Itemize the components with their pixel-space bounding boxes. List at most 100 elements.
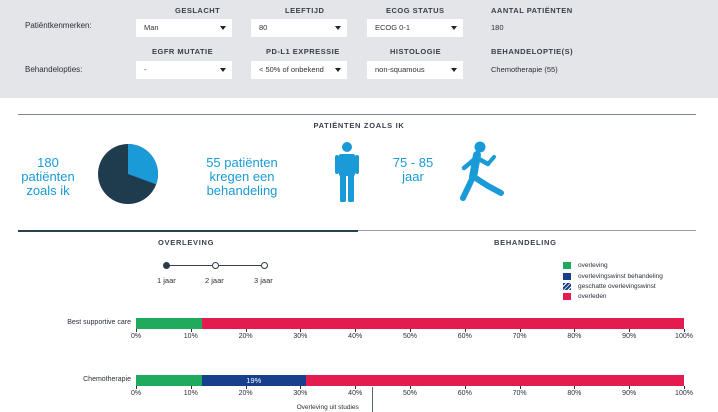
year-label-3[interactable]: 3 jaar: [254, 276, 273, 285]
x-tick-mark: [464, 386, 466, 389]
person-walking-icon: [460, 141, 504, 201]
leeftijd-heading: LEEFTIJD: [285, 6, 325, 15]
x-tick-mark: [410, 386, 411, 389]
treated-line-2: kregen een: [209, 169, 275, 184]
legend-swatch-winst: [563, 273, 571, 280]
chevron-down-icon: [451, 68, 457, 72]
age-range: 75 - 85: [392, 155, 434, 170]
count-line-3: zoals ik: [26, 183, 70, 198]
bar-segment-overlevingswinst-behandeling: [201, 375, 306, 386]
x-tick-label: 60%: [457, 390, 472, 397]
x-tick-mark: [684, 329, 685, 332]
behandeloptie-value: Chemotherapie (55): [491, 65, 558, 74]
bar-segment-overleving: [136, 375, 202, 386]
ecog-heading: ECOG STATUS: [386, 6, 445, 15]
histologie-select[interactable]: non-squamous: [367, 61, 463, 79]
chevron-down-icon: [335, 26, 341, 30]
legend-swatch-overleving: [563, 262, 571, 269]
treatment-options-label: Behandelopties:: [25, 65, 83, 74]
count-line-2: patiënten: [21, 169, 75, 184]
x-tick-mark: [629, 329, 631, 332]
x-tick-label: 30%: [293, 333, 308, 340]
x-tick-label: 30%: [293, 390, 308, 397]
pdl1-value: < 50% of onbekend: [259, 65, 324, 74]
behandeloptie-heading: BEHANDELOPTIE(S): [491, 47, 574, 56]
x-tick-label: 90%: [622, 333, 637, 340]
ecog-select[interactable]: ECOG 0-1: [367, 19, 463, 37]
x-tick-mark: [464, 329, 466, 332]
bar-data-label: 19%: [246, 376, 262, 385]
x-tick-mark: [136, 386, 137, 389]
bar-segment-overleving: [136, 318, 202, 329]
reference-line: [371, 387, 373, 412]
reference-label: Overleving uit studies: [296, 404, 359, 411]
year-label-2[interactable]: 2 jaar: [205, 276, 224, 285]
leeftijd-select[interactable]: 80: [251, 19, 347, 37]
x-tick-label: 70%: [512, 333, 527, 340]
x-tick-label: 100%: [675, 333, 693, 340]
year-option-1[interactable]: [163, 262, 170, 269]
tab-overleving[interactable]: OVERLEVING: [158, 238, 215, 247]
x-tick-label: 70%: [512, 390, 527, 397]
x-tick-mark: [629, 386, 631, 389]
count-number: 180: [37, 155, 59, 170]
pie-chart-icon: [98, 144, 158, 204]
histologie-value: non-squamous: [375, 65, 425, 74]
x-tick-label: 50%: [402, 333, 418, 340]
x-tick-label: 0%: [130, 390, 142, 397]
age-range-text: 75 - 85 jaar: [380, 156, 446, 184]
x-tick-mark: [300, 386, 302, 389]
legend-label-overleving: overleving: [578, 262, 608, 269]
x-tick-label: 40%: [348, 333, 363, 340]
year-label-1[interactable]: 1 jaar: [157, 276, 176, 285]
chevron-down-icon: [335, 68, 341, 72]
bar-category-label: Chemotherapie: [83, 376, 131, 383]
x-tick-mark: [519, 329, 521, 332]
x-tick-mark: [136, 329, 137, 332]
x-tick-mark: [245, 329, 247, 332]
geslacht-select[interactable]: Man: [136, 19, 232, 37]
bar-segment-overleden: [305, 375, 684, 386]
geslacht-value: Man: [144, 23, 159, 32]
x-tick-mark: [519, 386, 521, 389]
filter-panel: Patiëntkenmerken: Behandelopties: GESLAC…: [0, 0, 718, 98]
treated-patients-text: 55 patiënten kregen een behandeling: [196, 156, 288, 198]
x-tick-label: 0%: [130, 333, 142, 340]
aantal-value: 180: [491, 23, 504, 32]
x-tick-label: 80%: [567, 333, 582, 340]
x-tick-label: 100%: [675, 390, 693, 397]
x-tick-mark: [410, 329, 411, 332]
x-tick-label: 20%: [238, 333, 253, 340]
chevron-down-icon: [220, 68, 226, 72]
tab-behandeling[interactable]: BEHANDELING: [494, 238, 557, 247]
x-tick-mark: [684, 386, 685, 389]
legend-label-overleden: overleden: [578, 293, 607, 300]
chevron-down-icon: [220, 26, 226, 30]
age-unit: jaar: [402, 169, 424, 184]
x-tick-label: 60%: [457, 333, 472, 340]
year-option-3[interactable]: [261, 262, 268, 269]
x-tick-mark: [574, 386, 576, 389]
x-tick-label: 50%: [402, 390, 418, 397]
legend-label-geschat: geschatte overlevingswinst: [578, 283, 656, 290]
legend-swatch-overleden: [563, 293, 571, 300]
egfr-heading: EGFR MUTATIE: [152, 47, 214, 56]
x-tick-mark: [190, 329, 192, 332]
egfr-value: -: [144, 65, 147, 74]
x-tick-label: 90%: [622, 390, 637, 397]
pdl1-heading: PD-L1 EXPRESSIE: [266, 47, 340, 56]
summary-divider: [18, 114, 696, 115]
pdl1-select[interactable]: < 50% of onbekend: [251, 61, 347, 79]
tab-divider: [358, 230, 696, 231]
histologie-heading: HISTOLOGIE: [390, 47, 442, 56]
egfr-select[interactable]: -: [136, 61, 232, 79]
x-tick-label: 40%: [348, 390, 363, 397]
treated-line-3: behandeling: [206, 183, 278, 198]
year-option-2[interactable]: [212, 262, 219, 269]
bar-category-label: Best supportive care: [67, 319, 131, 326]
aantal-heading: AANTAL PATIËNTEN: [491, 6, 573, 15]
geslacht-heading: GESLACHT: [175, 6, 221, 15]
x-tick-label: 10%: [183, 333, 198, 340]
ecog-value: ECOG 0-1: [375, 23, 411, 32]
bar-segment-overleden: [201, 318, 684, 329]
